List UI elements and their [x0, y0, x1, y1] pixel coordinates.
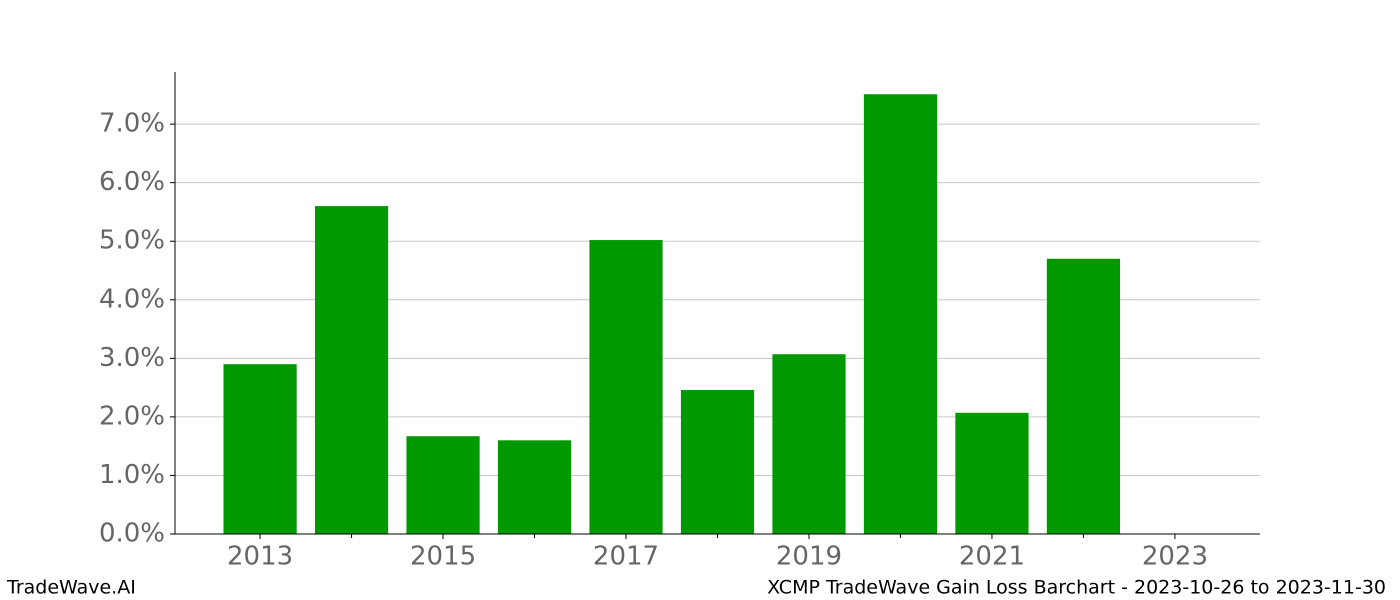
- x-tick-label: 2013: [227, 542, 293, 572]
- bar: [589, 240, 663, 535]
- bar: [863, 94, 938, 535]
- bar: [772, 354, 846, 534]
- chart-title: XCMP TradeWave Gain Loss Barchart - 2023…: [767, 577, 1386, 599]
- y-tick-label: 7.0%: [99, 109, 165, 139]
- bar: [406, 436, 480, 534]
- y-tick-label: 6.0%: [99, 167, 165, 197]
- x-tick-label: 2023: [1142, 542, 1208, 572]
- y-tick-label: 5.0%: [99, 226, 165, 256]
- y-tick-label: 1.0%: [99, 460, 165, 490]
- x-tick-label: 2017: [593, 542, 659, 572]
- bar: [314, 206, 389, 534]
- y-tick-label: 4.0%: [99, 284, 165, 314]
- bar: [497, 440, 572, 534]
- x-tick-label: 2015: [410, 542, 476, 572]
- x-tick-label: 2019: [776, 542, 842, 572]
- bar: [680, 389, 755, 534]
- y-tick-label: 3.0%: [99, 343, 165, 373]
- x-tick-label: 2021: [959, 542, 1025, 572]
- bar: [955, 412, 1029, 534]
- y-tick-label: 2.0%: [99, 401, 165, 431]
- bar: [1046, 258, 1121, 534]
- bar: [223, 364, 297, 534]
- y-tick-label: 0.0%: [99, 519, 165, 549]
- watermark: TradeWave.AI: [6, 577, 136, 599]
